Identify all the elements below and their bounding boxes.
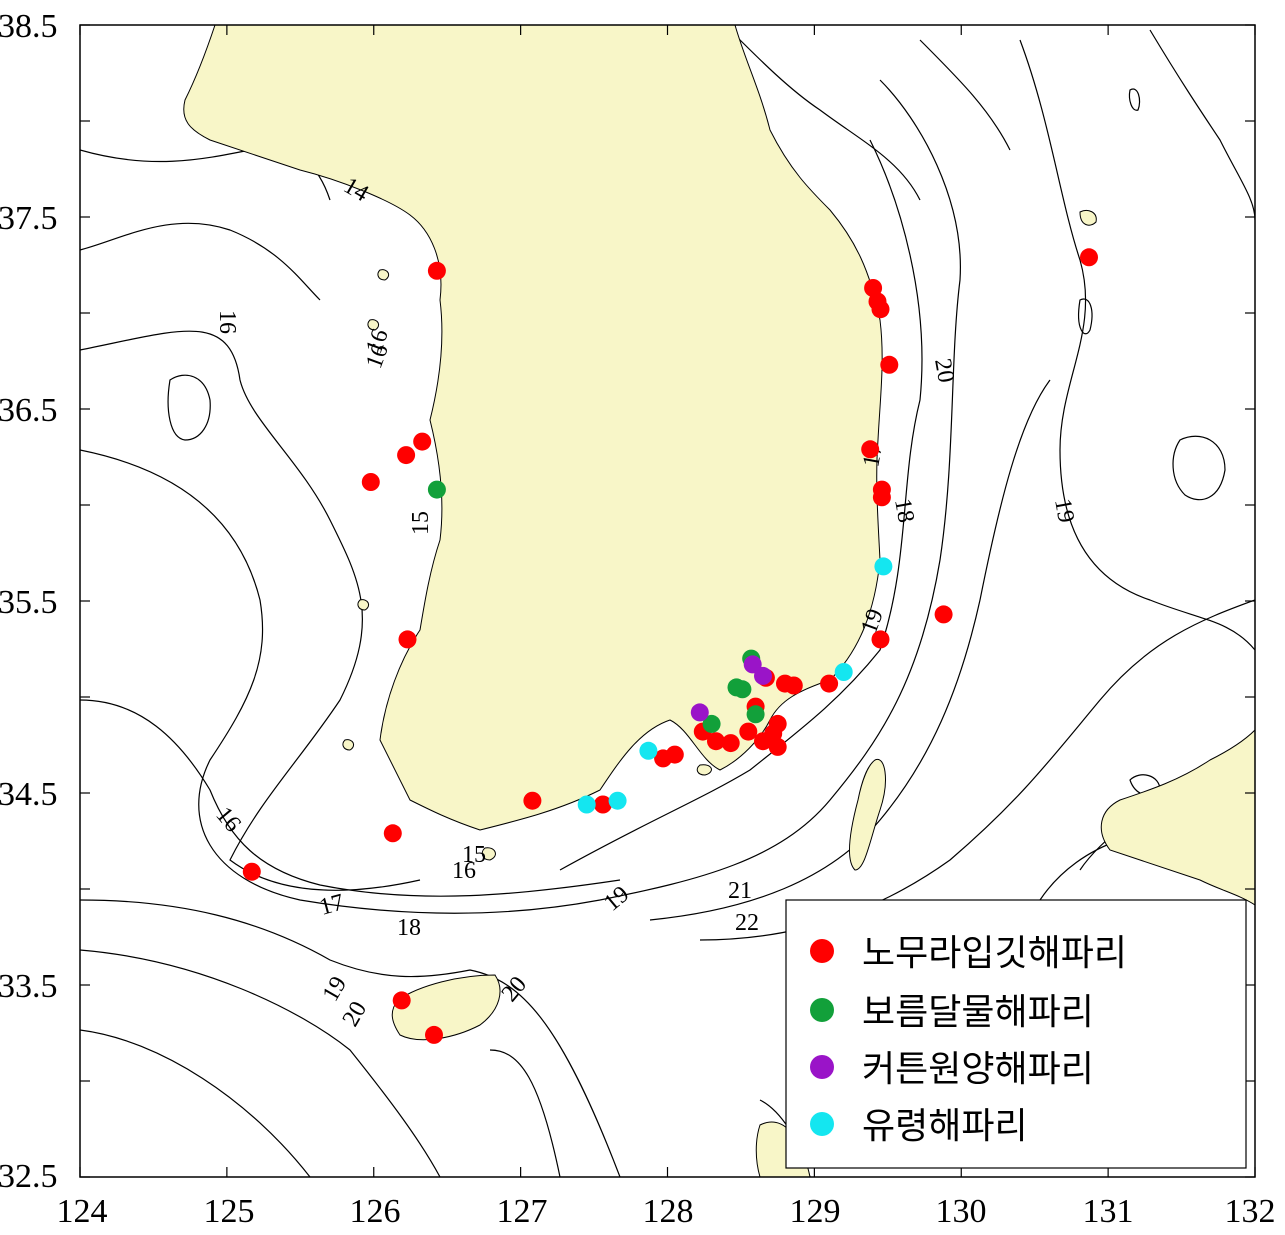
sighting-point xyxy=(834,663,853,681)
legend-marker xyxy=(810,1112,834,1136)
sighting-point xyxy=(242,862,261,881)
sighting-point xyxy=(593,795,612,814)
contour-label: 16 xyxy=(210,802,245,837)
y-tick-label: 38.5 xyxy=(0,8,58,45)
sighting-point xyxy=(608,791,627,810)
korean-peninsula xyxy=(183,25,883,831)
legend-marker xyxy=(810,998,834,1022)
y-tick-label: 36.5 xyxy=(0,392,58,429)
sighting-point xyxy=(872,488,891,507)
sighting-point xyxy=(398,630,417,649)
contour-label: 21 xyxy=(728,878,752,904)
japan-coast xyxy=(1100,729,1255,906)
sighting-point xyxy=(784,676,803,695)
legend: 노무라입깃해파리 보름달물해파리 커튼원양해파리 유령해파리 xyxy=(785,899,1247,1169)
sighting-point xyxy=(577,795,596,814)
x-tick-label: 130 xyxy=(936,1193,987,1230)
sighting-point xyxy=(754,666,772,685)
contour-label: 16 xyxy=(452,858,476,884)
contour-label: 15 xyxy=(408,511,434,535)
contour-label: 20 xyxy=(929,357,959,385)
contour-label: 18 xyxy=(397,915,421,941)
sighting-point xyxy=(880,355,899,374)
sighting-point xyxy=(690,703,709,722)
sighting-point xyxy=(397,446,416,465)
sighting-point xyxy=(392,991,411,1010)
sighting-point xyxy=(361,473,380,491)
sighting-point xyxy=(427,480,446,499)
ulleung-island xyxy=(1079,209,1097,226)
sighting-point xyxy=(425,1025,443,1044)
y-tick-label: 32.5 xyxy=(0,1158,58,1195)
x-tick-label: 132 xyxy=(1225,1193,1276,1230)
legend-label: 유령해파리 xyxy=(862,1106,1028,1147)
contour-label: 19 xyxy=(599,881,634,916)
sighting-point xyxy=(743,655,762,674)
jeju-island xyxy=(391,974,501,1041)
contour-label: 15 xyxy=(462,842,486,868)
legend-marker xyxy=(810,1055,834,1079)
sighting-point xyxy=(820,674,839,693)
tsushima-island xyxy=(849,758,886,871)
sighting-point xyxy=(707,732,725,751)
sighting-point xyxy=(523,791,542,810)
contour-label: 22 xyxy=(735,910,759,936)
x-axis: 124 125 126 127 128 129 130 131 132 xyxy=(57,1193,1276,1230)
y-tick-label: 34.5 xyxy=(0,776,58,813)
legend-label: 커튼원양해파리 xyxy=(862,1049,1094,1090)
sighting-point xyxy=(739,722,758,741)
x-tick-label: 124 xyxy=(57,1193,108,1230)
sighting-point xyxy=(746,705,765,724)
legend-box xyxy=(785,899,1247,1169)
sighting-point xyxy=(871,300,890,319)
sighting-point xyxy=(861,440,880,459)
sighting-point xyxy=(413,432,432,451)
sighting-point xyxy=(383,824,402,843)
legend-marker xyxy=(810,939,834,963)
sighting-point xyxy=(768,714,787,733)
sighting-point xyxy=(934,605,953,624)
sighting-point xyxy=(871,630,890,649)
contour-label: 16 xyxy=(214,310,240,334)
contour-label: 19 xyxy=(1049,497,1079,525)
axis-ticks xyxy=(79,24,1256,1178)
sighting-point xyxy=(874,557,893,576)
x-tick-label: 128 xyxy=(643,1193,694,1230)
x-tick-label: 126 xyxy=(350,1193,401,1230)
legend-label: 보름달물해파리 xyxy=(862,992,1094,1033)
sighting-point xyxy=(733,680,752,699)
y-tick-label: 37.5 xyxy=(0,200,58,237)
x-tick-label: 127 xyxy=(497,1193,548,1230)
y-axis: 38.5 37.5 36.5 35.5 34.5 33.5 32.5 xyxy=(0,8,58,1195)
sighting-points xyxy=(242,248,1098,1044)
sighting-point xyxy=(639,741,658,760)
sighting-point xyxy=(721,734,740,753)
legend-label: 노무라입깃해파리 xyxy=(862,933,1127,974)
sighting-point xyxy=(427,261,446,280)
x-tick-label: 131 xyxy=(1083,1193,1134,1230)
sighting-point xyxy=(702,714,721,733)
x-tick-label: 129 xyxy=(790,1193,841,1230)
sighting-point xyxy=(665,745,684,764)
contour-label: 18 xyxy=(889,497,919,525)
sighting-point xyxy=(768,737,787,756)
contour-label: 20 xyxy=(338,997,373,1031)
y-tick-label: 33.5 xyxy=(0,968,58,1005)
sighting-point xyxy=(864,279,883,297)
y-tick-label: 35.5 xyxy=(0,584,58,621)
contour-label: 17 xyxy=(317,889,347,920)
x-tick-label: 125 xyxy=(204,1193,255,1230)
sighting-point xyxy=(1080,248,1098,267)
